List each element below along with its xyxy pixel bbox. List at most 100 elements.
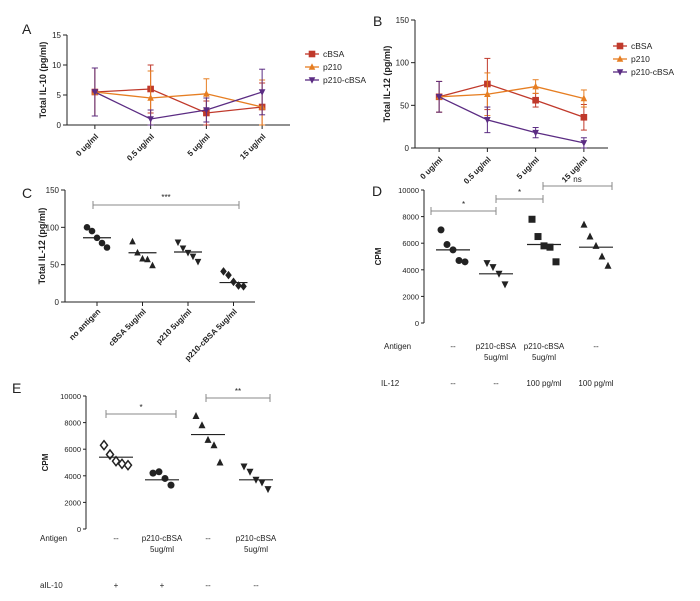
panel-C-letter: C <box>22 185 32 201</box>
data-point <box>235 281 242 290</box>
data-point <box>198 421 206 429</box>
data-point <box>103 244 111 251</box>
data-point <box>528 215 536 223</box>
legend-label: cBSA <box>631 41 653 51</box>
x-tick-label: p210 5ug/ml <box>154 307 193 346</box>
ail10-value: + <box>160 581 165 590</box>
data-point <box>149 469 157 477</box>
data-point <box>194 258 202 266</box>
data-point-p210 <box>147 94 154 101</box>
data-point <box>501 281 509 289</box>
il12-row-title: IL-12 <box>381 379 400 388</box>
y-axis-title: Total IL-12 (pg/ml) <box>37 208 47 285</box>
legend-marker <box>308 63 316 70</box>
data-point <box>98 239 106 247</box>
y-tick-label: 2000 <box>402 292 419 301</box>
data-point <box>144 255 151 263</box>
data-point <box>111 455 121 467</box>
antigen-row-title: Antigen <box>384 342 411 351</box>
data-point <box>546 243 554 251</box>
y-tick-label: 50 <box>50 261 59 270</box>
data-point <box>179 245 187 253</box>
data-point <box>552 258 560 266</box>
data-point <box>580 220 588 228</box>
data-point <box>604 261 612 269</box>
data-point <box>123 459 133 471</box>
antigen-label: -- <box>593 342 599 351</box>
y-tick-label: 150 <box>46 186 60 195</box>
data-point <box>240 463 248 471</box>
y-tick-label: 2000 <box>64 498 81 507</box>
data-point <box>534 233 542 241</box>
significance-label: * <box>462 200 465 209</box>
il12-value: 100 pg/ml <box>526 379 561 388</box>
data-point-p210-cBSA <box>91 89 99 96</box>
antigen-label: 5ug/ml <box>150 545 174 554</box>
il12-value: -- <box>493 379 499 388</box>
il12-value: 100 pg/ml <box>578 379 613 388</box>
y-tick-label: 0 <box>55 298 60 307</box>
antigen-row-title: Antigen <box>40 534 67 543</box>
data-point <box>225 270 232 280</box>
data-point <box>489 264 497 272</box>
data-point <box>437 226 445 234</box>
data-point <box>83 224 91 231</box>
data-point <box>592 241 600 249</box>
y-tick-label: 4000 <box>64 472 81 481</box>
data-point <box>155 468 163 476</box>
data-point-p210 <box>532 82 539 90</box>
data-point-p210-cBSA <box>147 116 154 123</box>
data-point <box>483 260 491 268</box>
significance-label: ** <box>235 387 241 396</box>
x-tick-label: 5 ug/ml <box>186 132 212 158</box>
y-tick-label: 10 <box>52 61 61 70</box>
data-point <box>264 486 272 494</box>
data-point <box>204 435 212 443</box>
y-tick-label: 10000 <box>60 392 81 401</box>
panel-D-letter: D <box>372 183 382 199</box>
panel-A-letter: A <box>22 21 32 37</box>
data-point-p210-cBSA <box>532 129 539 137</box>
antigen-label: -- <box>205 534 211 543</box>
antigen-label: 5ug/ml <box>532 353 556 362</box>
y-tick-label: 0 <box>57 121 62 130</box>
data-point <box>240 282 247 291</box>
y-axis-title: CPM <box>41 453 50 471</box>
series-line-p210-cBSA <box>438 96 585 144</box>
data-point <box>139 254 146 262</box>
data-point-cBSA <box>532 96 539 104</box>
data-point <box>220 267 227 276</box>
data-point <box>598 252 606 260</box>
legend-label: p210-cBSA <box>631 67 674 77</box>
data-point <box>99 439 109 451</box>
data-point-p210-cBSA <box>258 89 266 96</box>
data-point <box>443 241 451 249</box>
data-point-p210 <box>484 90 491 98</box>
legend-label: p210 <box>323 62 342 72</box>
y-tick-label: 50 <box>400 101 409 110</box>
legend-marker <box>308 77 316 84</box>
x-tick-label: 0 ug/ml <box>418 155 444 181</box>
y-tick-label: 8000 <box>64 419 81 428</box>
series-line-cBSA <box>438 83 585 118</box>
data-point-p210-cBSA <box>203 107 210 114</box>
x-tick-label: 15 ug/ml <box>238 132 267 161</box>
legend-label: cBSA <box>323 49 345 59</box>
significance-label: *** <box>161 193 170 202</box>
ail10-value: -- <box>253 581 259 590</box>
ail10-value: + <box>114 581 119 590</box>
panel-E-letter: E <box>12 380 21 396</box>
legend-label: p210 <box>631 54 650 64</box>
antigen-label: 5ug/ml <box>484 353 508 362</box>
x-tick-label: 0.5 ug/ml <box>462 155 493 186</box>
y-tick-label: 0 <box>77 525 81 534</box>
y-tick-label: 5 <box>57 91 62 100</box>
data-point <box>189 253 197 261</box>
data-point <box>230 277 237 287</box>
data-point <box>210 441 218 449</box>
data-point <box>117 458 127 470</box>
panel-B-letter: B <box>373 13 382 29</box>
data-point <box>246 468 254 476</box>
data-point <box>258 479 266 487</box>
y-tick-label: 150 <box>396 16 410 25</box>
